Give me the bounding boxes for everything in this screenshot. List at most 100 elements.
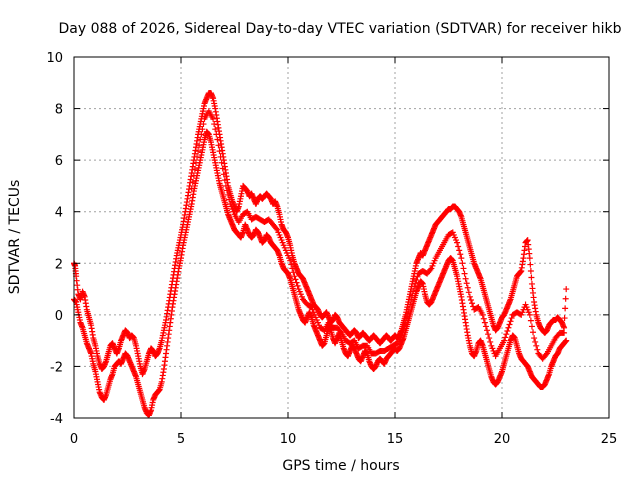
data-point bbox=[467, 297, 474, 304]
data-point bbox=[486, 335, 493, 342]
data-point bbox=[405, 306, 412, 313]
data-point bbox=[291, 273, 298, 280]
data-point bbox=[188, 185, 195, 192]
x-tick-label: 10 bbox=[280, 432, 297, 447]
series-upper-envelope bbox=[71, 90, 570, 378]
data-point bbox=[414, 273, 421, 280]
data-point bbox=[465, 289, 472, 296]
data-point bbox=[273, 225, 280, 232]
data-point bbox=[409, 292, 416, 299]
data-point bbox=[222, 182, 229, 189]
data-point bbox=[189, 179, 196, 186]
data-point bbox=[502, 334, 509, 341]
data-point bbox=[404, 310, 411, 317]
data-point bbox=[563, 286, 570, 293]
data-point bbox=[507, 318, 514, 325]
data-point bbox=[561, 315, 568, 322]
data-point bbox=[526, 311, 533, 318]
data-point bbox=[410, 288, 417, 295]
x-axis-label: GPS time / hours bbox=[282, 458, 399, 474]
x-tick-label: 20 bbox=[494, 432, 511, 447]
x-tick-label: 25 bbox=[601, 432, 618, 447]
data-point bbox=[337, 328, 344, 335]
data-point bbox=[562, 295, 569, 302]
data-point bbox=[469, 300, 476, 307]
axis-ticks: 0 5 10 15 20 25 -4 -2 0 2 4 6 8 10 bbox=[46, 51, 617, 447]
data-point bbox=[191, 166, 198, 173]
data-point bbox=[485, 331, 492, 338]
series-middle-trace bbox=[188, 108, 568, 362]
data-point bbox=[460, 265, 467, 272]
data-point bbox=[198, 131, 205, 138]
data-point bbox=[528, 274, 535, 281]
data-point bbox=[479, 311, 486, 318]
data-point bbox=[288, 261, 295, 268]
data-point bbox=[289, 265, 296, 272]
data-point bbox=[462, 275, 469, 282]
data-point bbox=[527, 268, 534, 275]
data-point bbox=[400, 326, 407, 333]
data-point bbox=[533, 342, 540, 349]
data-point bbox=[287, 257, 294, 264]
data-point bbox=[214, 136, 221, 143]
data-point bbox=[192, 159, 199, 166]
data-point bbox=[464, 284, 471, 291]
data-point bbox=[218, 159, 225, 166]
data-point bbox=[219, 165, 226, 172]
data-point bbox=[562, 305, 569, 312]
data-point bbox=[408, 297, 415, 304]
data-point bbox=[461, 270, 468, 277]
data-point bbox=[532, 338, 539, 345]
data-point bbox=[224, 187, 231, 194]
y-tick-label: -4 bbox=[50, 412, 63, 427]
data-point bbox=[480, 315, 487, 322]
data-point bbox=[226, 196, 233, 203]
data-point bbox=[412, 280, 419, 287]
x-tick-label: 15 bbox=[387, 432, 404, 447]
data-point bbox=[457, 251, 464, 258]
data-point bbox=[199, 126, 206, 133]
data-point bbox=[220, 171, 227, 178]
data-point bbox=[215, 142, 222, 149]
data-point bbox=[463, 280, 470, 287]
data-point bbox=[402, 319, 409, 326]
data-point bbox=[542, 351, 549, 358]
data-point bbox=[501, 337, 508, 344]
data-point bbox=[194, 153, 201, 160]
data-point bbox=[481, 319, 488, 326]
data-point bbox=[399, 329, 406, 336]
data-point bbox=[454, 239, 461, 246]
y-tick-label: 8 bbox=[55, 103, 63, 118]
data-point bbox=[530, 329, 537, 336]
y-axis-label: SDTVAR / TECUs bbox=[7, 180, 23, 295]
data-point bbox=[484, 327, 491, 334]
chart-title: Day 088 of 2026, Sidereal Day-to-day VTE… bbox=[59, 21, 622, 37]
series-lower-envelope bbox=[71, 128, 570, 419]
y-tick-label: 2 bbox=[55, 257, 63, 272]
y-tick-label: 0 bbox=[55, 309, 63, 324]
data-point bbox=[216, 148, 223, 155]
data-point bbox=[563, 337, 570, 344]
data-point bbox=[398, 332, 405, 339]
data-point bbox=[293, 279, 300, 286]
data-point bbox=[503, 331, 510, 338]
data-point bbox=[292, 276, 299, 283]
data-point bbox=[403, 315, 410, 322]
data-point bbox=[211, 121, 218, 128]
data-point bbox=[455, 243, 462, 250]
grid-lines bbox=[74, 57, 609, 418]
data-point bbox=[534, 346, 541, 353]
data-point bbox=[505, 324, 512, 331]
data-point bbox=[459, 260, 466, 267]
y-tick-label: 10 bbox=[46, 51, 63, 66]
data-point bbox=[406, 301, 413, 308]
data-point bbox=[210, 115, 217, 122]
data-point bbox=[506, 321, 513, 328]
y-tick-label: 4 bbox=[55, 206, 63, 221]
data-point bbox=[456, 247, 463, 254]
data-point bbox=[217, 153, 224, 160]
data-point bbox=[413, 277, 420, 284]
x-tick-label: 0 bbox=[70, 432, 78, 447]
data-point bbox=[561, 324, 568, 331]
